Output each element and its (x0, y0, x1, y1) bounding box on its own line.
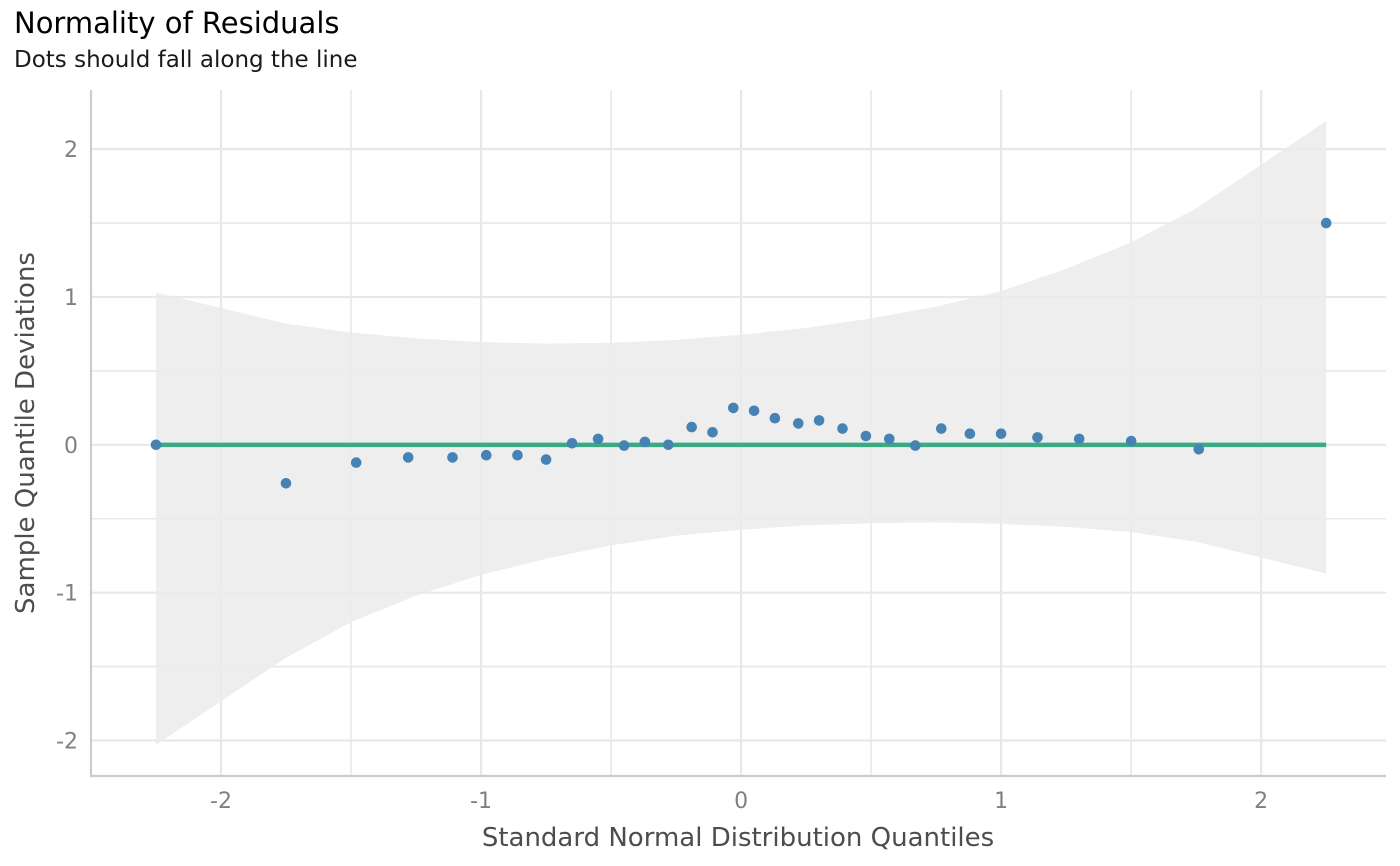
data-point (686, 421, 697, 433)
data-point (566, 438, 578, 449)
data-point (512, 449, 523, 461)
x-axis-title: Standard Normal Distribution Quantiles (482, 823, 994, 853)
data-point (280, 478, 292, 489)
y-tick-label: 1 (64, 286, 78, 311)
data-point (618, 440, 630, 451)
data-point (481, 449, 492, 461)
data-point (402, 452, 414, 463)
y-tick-labels: -2 -1 0 1 2 (56, 138, 78, 754)
y-tick-label: -1 (56, 582, 78, 607)
y-axis-title: Sample Quantile Deviations (11, 252, 41, 614)
x-tick-label: 0 (734, 789, 748, 814)
data-point (936, 423, 947, 434)
data-point (1032, 432, 1043, 443)
chart-subtitle: Dots should fall along the line (14, 47, 358, 73)
x-tick-label: -1 (470, 789, 492, 814)
x-tick-label: 2 (1254, 789, 1268, 814)
data-point (910, 440, 921, 451)
chart-title: Normality of Residuals (14, 6, 340, 40)
data-point (592, 433, 604, 445)
points-layer (150, 217, 1332, 489)
x-tick-label: -2 (210, 789, 232, 814)
data-point (995, 428, 1007, 440)
y-tick-label: 2 (64, 138, 78, 163)
data-point (1125, 435, 1137, 447)
x-tick-labels: -2 -1 0 1 2 (210, 789, 1268, 814)
data-point (860, 430, 872, 442)
y-tick-label: -2 (56, 730, 78, 755)
data-point (707, 427, 718, 438)
data-point (793, 418, 804, 429)
data-point (663, 439, 674, 451)
data-point (1320, 217, 1332, 229)
data-point (837, 423, 848, 434)
data-point (1193, 444, 1205, 455)
data-point (150, 439, 162, 451)
data-point (964, 428, 976, 440)
data-point (884, 433, 895, 445)
data-point (447, 452, 458, 463)
confidence-band-layer (156, 121, 1327, 745)
y-tick-label: 0 (64, 434, 78, 459)
confidence-band (156, 121, 1327, 745)
data-point (350, 457, 362, 468)
data-point (748, 405, 760, 417)
data-point (813, 415, 825, 426)
axes (89, 90, 1386, 778)
data-point (639, 436, 651, 448)
x-tick-label: 1 (994, 789, 1008, 814)
data-point (540, 454, 552, 465)
data-point (769, 412, 781, 424)
data-point (728, 402, 739, 414)
data-point (1073, 433, 1085, 445)
